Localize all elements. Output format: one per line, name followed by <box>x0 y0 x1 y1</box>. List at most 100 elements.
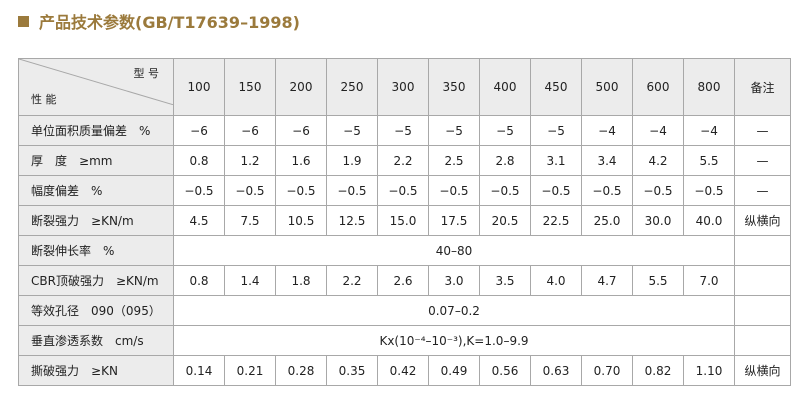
corner-top: 型 号 <box>133 67 160 80</box>
value-cell: 40.0 <box>683 205 735 236</box>
label-unit: cm/s <box>115 334 144 348</box>
label-text: 等效孔径 <box>31 304 80 318</box>
column-header: 500 <box>581 58 633 116</box>
label-unit: ≥KN <box>91 364 118 378</box>
label-text: 幅度偏差 <box>31 184 80 198</box>
value-cell: 0.8 <box>173 265 225 296</box>
value-cell: 0.28 <box>275 355 327 386</box>
note-cell-empty <box>734 325 791 356</box>
data-row: 垂直渗透系数 cm/s Kx(10⁻⁴–10⁻³),K=1.0–9.9 <box>18 325 791 356</box>
value-cell: −0.5 <box>377 175 429 206</box>
value-cell: 0.56 <box>479 355 531 386</box>
label-text: 单位面积质量偏差 <box>31 124 128 138</box>
value-cell: 2.2 <box>377 145 429 176</box>
value-cell: −0.5 <box>479 175 531 206</box>
note-cell: 纵横向 <box>734 355 791 386</box>
label-unit: % <box>139 124 151 138</box>
data-row: 断裂伸长率% 40–80 <box>18 235 791 266</box>
value-cell: 1.10 <box>683 355 735 386</box>
column-header: 100 <box>173 58 225 116</box>
value-cell: −5 <box>530 115 582 146</box>
value-cell: 4.2 <box>632 145 684 176</box>
value-cell: 1.6 <box>275 145 327 176</box>
value-cell: −5 <box>479 115 531 146</box>
value-cell: 0.21 <box>224 355 276 386</box>
value-cell: −0.5 <box>683 175 735 206</box>
data-row: 幅度偏差% −0.5 −0.5 −0.5 −0.5 −0.5 −0.5 −0.5 −0.5 −0.… <box>18 175 791 206</box>
value-cell: 20.5 <box>479 205 531 236</box>
value-cell: 25.0 <box>581 205 633 236</box>
value-cell: −6 <box>173 115 225 146</box>
label-text: CBR顶破强力 <box>31 274 104 288</box>
value-cell: 0.70 <box>581 355 633 386</box>
value-cell: −0.5 <box>632 175 684 206</box>
value-cell: −6 <box>275 115 327 146</box>
section-title: 产品技术参数(GB/T17639–1998) <box>18 9 300 33</box>
data-row: 等效孔径 090（095） 0.07–0.2 <box>18 295 791 326</box>
value-cell: 2.5 <box>428 145 480 176</box>
header-row: 型 号 性 能 100 150 200 250 300 350 400 450 500 600 80… <box>18 58 791 116</box>
title-text: 产品技术参数(GB/T17639–1998) <box>39 13 300 32</box>
column-header: 250 <box>326 58 378 116</box>
row-label: 等效孔径 090（095） <box>18 295 174 326</box>
column-header: 150 <box>224 58 276 116</box>
column-header: 200 <box>275 58 327 116</box>
value-cell: 5.5 <box>632 265 684 296</box>
row-label: 断裂伸长率% <box>18 235 174 266</box>
data-row: CBR顶破强力 ≥KN/m 0.8 1.4 1.8 2.2 2.6 3.0 3.5 4.0 4.7 5… <box>18 265 791 296</box>
value-cell: −6 <box>224 115 276 146</box>
value-cell: 0.42 <box>377 355 429 386</box>
value-cell: 2.2 <box>326 265 378 296</box>
diagonal <box>19 59 174 105</box>
value-cell: −4 <box>683 115 735 146</box>
column-header: 600 <box>632 58 684 116</box>
value-cell: 3.1 <box>530 145 582 176</box>
value-cell: 7.5 <box>224 205 276 236</box>
value-cell: 4.7 <box>581 265 633 296</box>
value-cell: 0.49 <box>428 355 480 386</box>
title-marker <box>18 15 29 27</box>
value-cell: 3.0 <box>428 265 480 296</box>
note-cell: — <box>734 145 791 176</box>
row-label: 厚 度 ≥mm <box>18 145 174 176</box>
row-label: 断裂强力 ≥KN/m <box>18 205 174 236</box>
note-cell: 纵横向 <box>734 205 791 236</box>
value-cell: 15.0 <box>377 205 429 236</box>
data-row: 断裂强力 ≥KN/m 4.5 7.5 10.5 12.5 15.0 17.5 20.5 22.5 2… <box>18 205 791 236</box>
row-label: 垂直渗透系数 cm/s <box>18 325 174 356</box>
value-cell: −5 <box>326 115 378 146</box>
corner-cell: 型 号 性 能 <box>18 58 174 116</box>
value-cell: 2.8 <box>479 145 531 176</box>
label-text: 厚 度 <box>31 154 68 168</box>
data-row: 厚 度 ≥mm 0.8 1.2 1.6 1.9 2.2 2.5 2.8 3.1 3.4 4.2 5.5— <box>18 145 791 176</box>
value-cell: 1.9 <box>326 145 378 176</box>
label-unit: ≥KN/m <box>91 214 134 228</box>
merged-value-cell: 40–80 <box>173 235 735 266</box>
label-unit: % <box>91 184 103 198</box>
value-cell: 30.0 <box>632 205 684 236</box>
merged-value-cell: 0.07–0.2 <box>173 295 735 326</box>
value-cell: 4.0 <box>530 265 582 296</box>
row-label: CBR顶破强力 ≥KN/m <box>18 265 174 296</box>
data-row: 撕破强力 ≥KN 0.14 0.21 0.28 0.35 0.42 0.49 0.56 0.63 0… <box>18 355 791 386</box>
note-cell-empty <box>734 295 791 326</box>
value-cell: 0.63 <box>530 355 582 386</box>
value-cell: −0.5 <box>224 175 276 206</box>
value-cell: 22.5 <box>530 205 582 236</box>
row-label: 撕破强力 ≥KN <box>18 355 174 386</box>
label-text: 撕破强力 <box>31 364 80 378</box>
column-header: 450 <box>530 58 582 116</box>
value-cell: −4 <box>632 115 684 146</box>
data-row: 单位面积质量偏差% −6 −6 −6 −5 −5 −5 −5 −5 −4 −4 −4— <box>18 115 791 146</box>
value-cell: −0.5 <box>530 175 582 206</box>
value-cell: 0.8 <box>173 145 225 176</box>
note-cell: — <box>734 175 791 206</box>
value-cell: 2.6 <box>377 265 429 296</box>
value-cell: 7.0 <box>683 265 735 296</box>
column-header: 300 <box>377 58 429 116</box>
value-cell: −4 <box>581 115 633 146</box>
note-cell: — <box>734 115 791 146</box>
value-cell: 4.5 <box>173 205 225 236</box>
value-cell: −0.5 <box>275 175 327 206</box>
column-header: 800 <box>683 58 735 116</box>
